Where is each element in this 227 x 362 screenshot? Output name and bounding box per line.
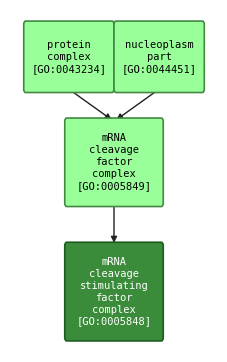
- Text: mRNA
cleavage
factor
complex
[GO:0005849]: mRNA cleavage factor complex [GO:0005849…: [76, 133, 151, 191]
- Text: nucleoplasm
part
[GO:0044451]: nucleoplasm part [GO:0044451]: [121, 40, 196, 74]
- FancyBboxPatch shape: [64, 242, 163, 341]
- Text: protein
complex
[GO:0043234]: protein complex [GO:0043234]: [31, 40, 106, 74]
- FancyBboxPatch shape: [114, 21, 203, 93]
- FancyBboxPatch shape: [64, 118, 163, 206]
- Text: mRNA
cleavage
stimulating
factor
complex
[GO:0005848]: mRNA cleavage stimulating factor complex…: [76, 257, 151, 327]
- FancyBboxPatch shape: [24, 21, 114, 93]
